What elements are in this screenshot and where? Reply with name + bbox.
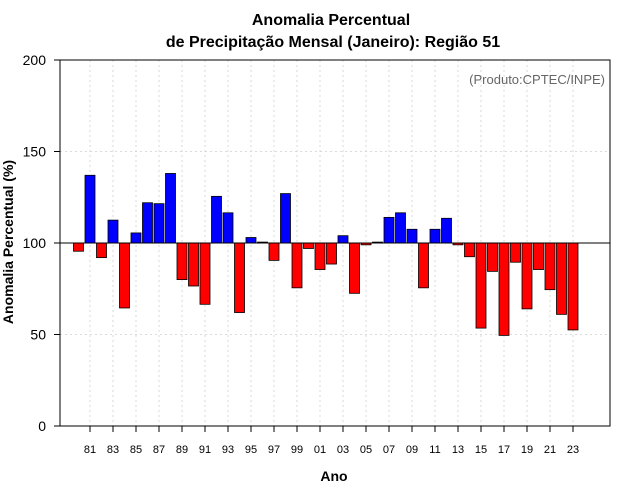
- y-tick-label: 150: [23, 144, 47, 160]
- x-tick-label: 93: [222, 444, 234, 456]
- bar-23: [567, 242, 579, 331]
- bar-08: [395, 212, 406, 244]
- x-tick-label: 03: [337, 444, 349, 456]
- bar-84: [119, 242, 130, 309]
- x-tick-label: 15: [475, 444, 487, 456]
- x-tick-label: 01: [314, 444, 326, 456]
- bar-99: [291, 242, 303, 289]
- bar-19: [521, 242, 533, 310]
- bar-81: [84, 174, 96, 244]
- bar-20: [533, 242, 544, 270]
- y-tick-label: 100: [23, 235, 47, 251]
- bar-92: [211, 195, 222, 244]
- x-tick-label: 89: [176, 444, 188, 456]
- bar-88: [165, 173, 176, 244]
- x-tick-label: 87: [153, 444, 165, 456]
- chart-title: Anomalia Percentual: [252, 12, 410, 29]
- x-axis-ticks: 81 83 85 87 89 91 93 95 97 99 01 03 05 07 09 11 13 15 17 19…: [84, 426, 579, 456]
- bar-83: [107, 219, 119, 244]
- x-tick-label: 17: [498, 444, 510, 456]
- grid-lines: [60, 60, 610, 426]
- bar-14: [464, 242, 475, 258]
- bar-93: [222, 212, 234, 244]
- bar-12: [441, 217, 452, 244]
- bar-03: [337, 235, 349, 244]
- bar-10: [418, 242, 429, 289]
- bar-02: [326, 242, 337, 265]
- bar-07: [383, 216, 395, 244]
- bar-17: [498, 242, 510, 336]
- x-tick-label: 09: [406, 444, 418, 456]
- x-tick-label: 23: [567, 444, 579, 456]
- x-tick-label: 85: [130, 444, 142, 456]
- chart-subtitle: de Precipitação Mensal (Janeiro): Região…: [166, 34, 500, 51]
- product-annotation: (Produto:CPTEC/INPE): [469, 72, 605, 87]
- bars: [73, 173, 579, 336]
- bar-09: [406, 228, 418, 244]
- bar-16: [487, 242, 498, 272]
- x-tick-label: 91: [199, 444, 211, 456]
- bar-82: [96, 242, 107, 259]
- bar-87: [153, 203, 165, 244]
- x-tick-label: 19: [521, 444, 533, 456]
- x-axis-label: Ano: [320, 468, 347, 484]
- bar-80: [73, 242, 84, 252]
- x-tick-label: 21: [544, 444, 556, 456]
- bar-11: [429, 228, 441, 244]
- y-axis-label: Anomalia Percentual (%): [0, 160, 16, 324]
- bar-90: [188, 242, 199, 287]
- bar-95: [245, 237, 257, 244]
- bar-91: [199, 242, 211, 305]
- x-tick-label: 83: [107, 444, 119, 456]
- bar-01: [314, 242, 326, 270]
- bar-86: [142, 202, 153, 244]
- x-tick-label: 97: [268, 444, 280, 456]
- bar-98: [280, 193, 291, 244]
- y-tick-label: 200: [23, 52, 47, 68]
- bar-04: [349, 242, 360, 294]
- y-tick-label: 0: [38, 418, 46, 434]
- bar-00: [303, 242, 314, 249]
- x-tick-label: 95: [245, 444, 257, 456]
- bar-89: [176, 242, 188, 280]
- bar-97: [268, 242, 280, 261]
- y-tick-label: 50: [30, 327, 46, 343]
- x-tick-label: 05: [360, 444, 372, 456]
- bar-22: [556, 242, 567, 315]
- bar-15: [475, 242, 487, 329]
- x-tick-label: 13: [452, 444, 464, 456]
- bar-94: [234, 242, 245, 313]
- x-tick-label: 81: [84, 444, 96, 456]
- bar-85: [130, 232, 142, 244]
- bar-21: [544, 242, 556, 291]
- bar-18: [510, 242, 521, 263]
- x-tick-label: 07: [383, 444, 395, 456]
- x-tick-label: 99: [291, 444, 303, 456]
- x-tick-label: 11: [429, 444, 440, 456]
- y-axis-ticks: 0 50 100 150 200: [23, 52, 60, 434]
